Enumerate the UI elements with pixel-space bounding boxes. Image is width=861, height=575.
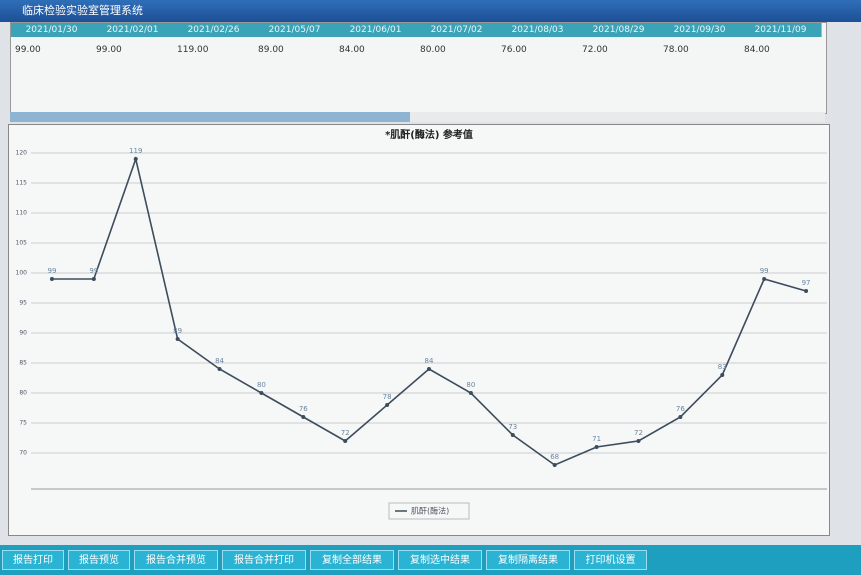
table-cell: 99.00 <box>96 45 122 55</box>
column-header: 2021/09/30 <box>659 23 741 37</box>
table-cell: 76.00 <box>501 45 527 55</box>
table-cell: 84.00 <box>339 45 365 55</box>
scroll-thumb[interactable] <box>10 112 410 122</box>
scrollbar[interactable] <box>10 112 825 122</box>
data-point <box>510 433 515 437</box>
data-label: 72 <box>341 429 350 437</box>
data-point <box>762 277 767 281</box>
table-cell: 72.00 <box>582 45 608 55</box>
data-label: 97 <box>802 279 811 287</box>
table-cell: 84.00 <box>744 45 770 55</box>
data-point <box>385 403 390 407</box>
column-header: 2021/02/01 <box>92 23 174 37</box>
legend-box <box>388 502 470 520</box>
data-label: 83 <box>718 363 727 371</box>
y-tick-label: 105 <box>16 240 28 247</box>
data-point <box>91 277 96 281</box>
legend-label: 肌酐(酶法) <box>411 506 449 516</box>
data-point <box>427 367 431 371</box>
data-point <box>217 367 222 371</box>
data-label: 84 <box>425 357 434 365</box>
button[interactable]: 打印机设置 <box>574 550 647 570</box>
y-tick-label: 75 <box>19 420 27 427</box>
data-point <box>720 373 725 377</box>
y-tick-label: 115 <box>16 180 28 187</box>
column-header: 2021/11/09 <box>740 23 822 37</box>
button[interactable]: 复制全部结果 <box>310 550 394 570</box>
y-tick-label: 110 <box>16 210 28 217</box>
chart: *肌酐(酶法) 参考值 70 75 80 85 90 95 100 105 110 115 120 99… <box>8 124 830 536</box>
table-cell: 80.00 <box>420 45 446 55</box>
button[interactable]: 复制隔离结果 <box>486 550 570 570</box>
button[interactable]: 报告预览 <box>68 550 130 570</box>
data-point <box>468 391 473 395</box>
table-cell: 99.00 <box>15 45 41 55</box>
column-header: 2021/08/03 <box>497 23 579 37</box>
data-label: 76 <box>299 405 308 413</box>
data-point <box>133 157 138 161</box>
table-cell: 89.00 <box>258 45 284 55</box>
y-tick-label: 95 <box>19 300 27 307</box>
data-label: 76 <box>676 405 685 413</box>
title-bar: 临床检验实验室管理系统 <box>0 0 861 22</box>
column-header: 2021/07/02 <box>416 23 498 37</box>
data-point <box>552 463 557 467</box>
data-point <box>175 337 180 341</box>
data-point <box>343 439 348 443</box>
data-label: 80 <box>466 381 475 389</box>
column-header: 2021/02/26 <box>173 23 255 37</box>
column-header: 2021/06/01 <box>335 23 417 37</box>
chart-title: *肌酐(酶法) 参考值 <box>385 128 473 141</box>
data-label: 119 <box>129 147 142 155</box>
result-table: 2021/01/30 2021/02/01 2021/02/26 2021/05/07… <box>10 22 827 114</box>
button[interactable]: 报告合并打印 <box>222 550 306 570</box>
data-point <box>804 289 809 293</box>
y-tick-label: 120 <box>16 150 28 157</box>
y-tick-label: 85 <box>19 360 27 367</box>
y-tick-label: 100 <box>16 270 28 277</box>
data-label: 80 <box>257 381 266 389</box>
data-label: 68 <box>550 453 559 461</box>
button-bar: 报告打印 报告预览 报告合并预览 报告合并打印 复制全部结果 复制选中结果 复制隔离结果 打印… <box>0 545 861 575</box>
data-point <box>594 445 599 449</box>
data-label: 84 <box>215 357 224 365</box>
data-label: 99 <box>760 267 769 275</box>
y-tick-label: 90 <box>19 330 27 337</box>
data-point <box>49 277 54 281</box>
table-cell: 78.00 <box>663 45 689 55</box>
button[interactable]: 复制选中结果 <box>398 550 482 570</box>
table-cell: 119.00 <box>177 45 209 55</box>
data-label: 99 <box>47 267 56 275</box>
data-label: 78 <box>383 393 392 401</box>
column-header: 2021/01/30 <box>11 23 93 37</box>
data-label: 72 <box>634 429 643 437</box>
column-header: 2021/05/07 <box>254 23 336 37</box>
data-label: 73 <box>508 423 517 431</box>
data-point <box>259 391 264 395</box>
column-header: 2021/08/29 <box>578 23 660 37</box>
button[interactable]: 报告合并预览 <box>134 550 218 570</box>
data-label: 99 <box>89 267 98 275</box>
y-tick-label: 70 <box>19 450 27 457</box>
data-label: 71 <box>592 435 601 443</box>
data-point <box>301 415 306 419</box>
series-line <box>51 156 807 466</box>
data-point <box>678 415 683 419</box>
y-tick-label: 80 <box>19 390 27 397</box>
button[interactable]: 报告打印 <box>2 550 64 570</box>
data-label: 89 <box>173 327 182 335</box>
data-point <box>636 439 641 443</box>
